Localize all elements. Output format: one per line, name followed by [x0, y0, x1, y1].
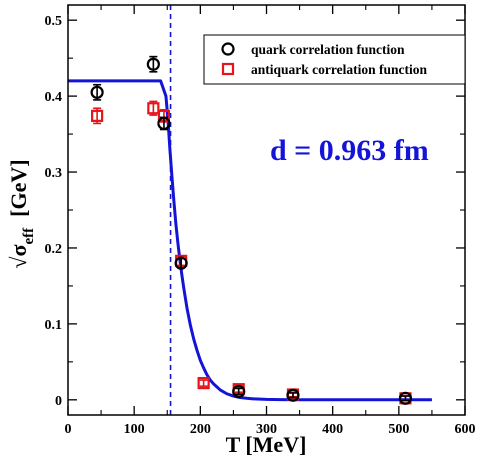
- x-tick-label: 600: [455, 422, 476, 437]
- y-tick-label: 0.4: [45, 90, 63, 105]
- y-axis-title-prefix: √σ: [6, 244, 31, 268]
- y-axis-title-subscript: eff: [21, 227, 37, 245]
- antiquark-point: [147, 102, 160, 115]
- antiquark-point: [91, 109, 104, 122]
- plot-content: [68, 5, 432, 415]
- y-tick-label: 0.2: [45, 242, 63, 257]
- quark-point: [232, 384, 246, 399]
- x-tick-label: 0: [65, 422, 72, 437]
- x-axis-title: T [MeV]: [226, 432, 307, 457]
- axis-ticks: [67, 5, 466, 415]
- y-tick-label: 0: [55, 394, 62, 409]
- x-tick-label: 400: [322, 422, 343, 437]
- quark-point: [90, 85, 104, 99]
- y-tick-label: 0.3: [45, 166, 63, 181]
- x-tick-label: 500: [388, 422, 409, 437]
- y-tick-label: 0.1: [45, 318, 63, 333]
- legend-label-antiquark: antiquark correlation function: [251, 62, 427, 77]
- legend: quark correlation function antiquark cor…: [203, 34, 466, 85]
- legend-box: [203, 34, 466, 85]
- x-tick-label: 100: [124, 422, 145, 437]
- x-tick-label: 200: [190, 422, 211, 437]
- legend-label-quark: quark correlation function: [251, 42, 405, 57]
- quark-point: [398, 391, 413, 405]
- fit-annotation: d = 0.963 fm: [270, 134, 429, 167]
- quark-point: [174, 256, 188, 270]
- legend-marker-antiquark: [221, 62, 235, 76]
- legend-marker-quark: [221, 42, 235, 56]
- quark-point: [157, 116, 171, 131]
- x-tick-label: 300: [256, 422, 277, 437]
- quark-point: [286, 388, 300, 402]
- tick-labels: 0 100 200 300 400 500 600 0 0.1 0.2 0.3 0.4 0.5: [45, 14, 476, 437]
- fit-curve: [68, 79, 432, 402]
- quark-point: [146, 57, 160, 71]
- antiquark-point: [197, 377, 210, 390]
- y-axis-title: √σeff [GeV]: [6, 159, 37, 268]
- y-tick-label: 0.5: [45, 14, 63, 29]
- y-axis-title-suffix: [GeV]: [6, 159, 31, 227]
